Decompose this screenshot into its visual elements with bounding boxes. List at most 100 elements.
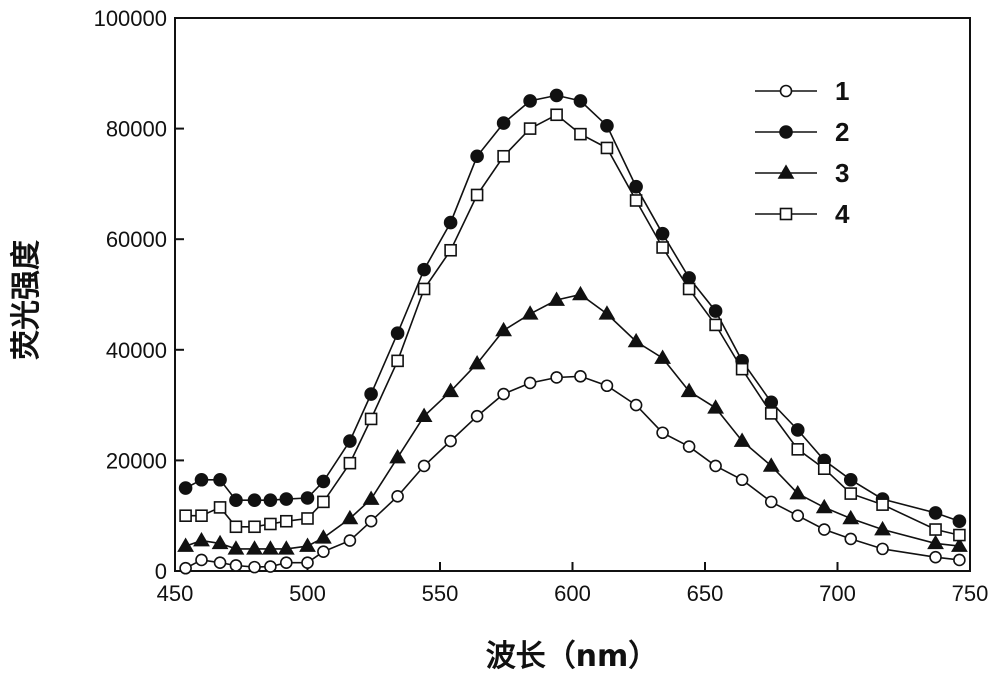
series-2-point (445, 217, 457, 229)
series-4-point (601, 142, 612, 153)
series-2-point (344, 435, 356, 447)
series-2 (180, 89, 966, 527)
series-4-point (196, 510, 207, 521)
series-3-point (523, 307, 537, 319)
series-1-point (472, 411, 483, 422)
series-2-point (418, 264, 430, 276)
x-axis-title: 波长（nm） (486, 639, 659, 674)
x-tick-label: 650 (687, 581, 724, 606)
series-2-point (365, 388, 377, 400)
series-1-point (498, 389, 509, 400)
series-2-point (792, 424, 804, 436)
series-1-point (344, 535, 355, 546)
series-1-point (601, 380, 612, 391)
series-3-line (186, 295, 960, 549)
series-2-point (710, 305, 722, 317)
series-3-point (844, 511, 858, 523)
series-2-point (214, 474, 226, 486)
series-4-point (318, 496, 329, 507)
x-tick-label: 500 (289, 581, 326, 606)
series-1-point (281, 557, 292, 568)
series-1-point (215, 557, 226, 568)
series-4-point (845, 488, 856, 499)
series-4-point (230, 521, 241, 532)
x-tick-label: 450 (157, 581, 194, 606)
y-tick-label: 40000 (106, 338, 167, 363)
series-3-point (573, 288, 587, 300)
series-4-point (265, 518, 276, 529)
series-3-point (391, 451, 405, 463)
series-2-point (471, 150, 483, 162)
series-2-point (249, 494, 261, 506)
series-1-point (551, 372, 562, 383)
series-4-point (472, 189, 483, 200)
series-2-point (601, 120, 613, 132)
series-2-point (280, 493, 292, 505)
series-1-point (392, 491, 403, 502)
series-3-point (195, 534, 209, 546)
series-1-point (302, 557, 313, 568)
series-1-point (318, 546, 329, 557)
series-3-point (301, 539, 315, 551)
series-2-point (317, 475, 329, 487)
series-4-point (575, 129, 586, 140)
series-1-point (631, 400, 642, 411)
series-3 (179, 288, 967, 554)
series-4-point (215, 502, 226, 513)
series-2-point (230, 494, 242, 506)
series-4-point (249, 521, 260, 532)
series-4-point (819, 463, 830, 474)
series-1-point (954, 554, 965, 565)
series-2-point (630, 181, 642, 193)
series-4-point (445, 245, 456, 256)
y-tick-label: 60000 (106, 227, 167, 252)
series-2-point (302, 492, 314, 504)
series-1-point (845, 533, 856, 544)
series-3-point (263, 542, 277, 554)
legend-marker (779, 166, 793, 178)
series-2-point (264, 494, 276, 506)
series-2-point (930, 507, 942, 519)
x-tick-label: 550 (422, 581, 459, 606)
series-3-point (248, 542, 262, 554)
legend-marker (781, 86, 792, 97)
x-tick-label: 700 (819, 581, 856, 606)
series-1-line (186, 376, 960, 568)
series-4-point (930, 524, 941, 535)
series-2-point (551, 89, 563, 101)
series-3-point (709, 401, 723, 413)
series-4-point (684, 283, 695, 294)
series-1-point (657, 427, 668, 438)
series-1-point (525, 377, 536, 388)
legend-label: 4 (835, 199, 850, 229)
series-2-point (953, 515, 965, 527)
series-2-point (574, 95, 586, 107)
series-4-point (792, 444, 803, 455)
series-3-point (656, 351, 670, 363)
y-tick-label: 80000 (106, 117, 167, 142)
legend: 1 2 3 4 (755, 76, 850, 229)
series-2-point (392, 327, 404, 339)
series-1-point (930, 552, 941, 563)
legend-label: 3 (835, 158, 849, 188)
series-1-point (737, 474, 748, 485)
legend-item-1: 1 (755, 76, 849, 106)
series-1-point (366, 516, 377, 527)
legend-item-2: 2 (755, 117, 849, 147)
series-4-point (954, 530, 965, 541)
series-4-point (180, 510, 191, 521)
series-4-point (737, 364, 748, 375)
series-1-point (249, 562, 260, 573)
series-4-point (498, 151, 509, 162)
series-4-point (419, 283, 430, 294)
series-4-point (710, 319, 721, 330)
y-axis-title: 荧光强度 (9, 240, 44, 360)
series-2-point (196, 474, 208, 486)
legend-marker (781, 209, 792, 220)
legend-item-4: 4 (755, 199, 850, 229)
series-4-point (392, 355, 403, 366)
series-1-point (180, 563, 191, 574)
legend-label: 1 (835, 76, 849, 106)
series-1-point (575, 371, 586, 382)
